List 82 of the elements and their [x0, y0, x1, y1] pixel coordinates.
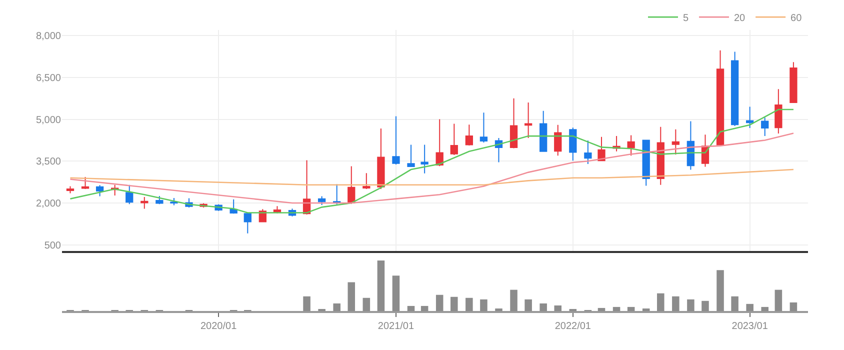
candlestick	[598, 136, 606, 162]
bar	[362, 298, 370, 311]
bar	[524, 299, 532, 311]
candlestick	[746, 106, 754, 128]
bar	[774, 290, 782, 311]
candlestick	[730, 51, 739, 126]
candlestick	[140, 196, 148, 210]
candlestick	[96, 184, 104, 197]
bar	[480, 299, 488, 311]
candlestick	[66, 186, 74, 194]
candlestick	[407, 144, 415, 168]
candlestick	[156, 196, 164, 205]
bar	[598, 308, 606, 311]
candlestick	[436, 118, 444, 167]
candlestick	[230, 198, 238, 214]
bar	[657, 293, 664, 311]
bar	[377, 260, 385, 311]
bar	[510, 290, 518, 311]
bar	[420, 306, 428, 311]
candlestick	[627, 134, 635, 156]
bar	[554, 305, 562, 311]
bar	[746, 304, 754, 311]
candlestick	[348, 166, 356, 204]
candlestick	[524, 102, 532, 138]
bar	[687, 299, 694, 311]
line-series	[70, 108, 794, 214]
bar	[333, 303, 340, 311]
candlestick	[126, 184, 134, 205]
y-tick-label: 500	[44, 240, 62, 252]
bar	[407, 306, 415, 311]
legend-label: 20	[734, 12, 746, 24]
candlestick	[686, 120, 695, 170]
bar	[790, 302, 798, 311]
candlestick	[554, 124, 562, 156]
bar	[612, 306, 620, 311]
candlestick	[450, 123, 458, 156]
candlestick	[244, 212, 252, 234]
candlestick	[642, 140, 650, 186]
candlestick	[392, 116, 400, 165]
y-tick-label: 6,500	[36, 72, 62, 84]
candlestick	[362, 172, 370, 190]
candlestick	[377, 128, 385, 190]
bar	[303, 296, 310, 311]
bar	[642, 308, 650, 311]
candlestick	[420, 144, 428, 174]
bar	[495, 308, 502, 311]
bar	[392, 276, 400, 311]
bar	[540, 303, 547, 311]
bar	[466, 298, 473, 311]
y-tick-label: 5,000	[36, 114, 62, 126]
candlestick	[584, 140, 592, 164]
line-series	[70, 132, 794, 204]
legend-label: 60	[790, 12, 802, 24]
candlestick	[790, 62, 798, 104]
bar	[450, 296, 458, 311]
y-tick-label: 2,000	[36, 198, 62, 210]
bar	[731, 296, 738, 311]
candlestick	[672, 128, 680, 155]
y-tick-label: 3,500	[36, 156, 62, 168]
legend-label: 5	[683, 12, 689, 24]
line-series	[70, 168, 794, 186]
candlestick	[465, 124, 473, 146]
bar	[716, 270, 724, 311]
candlestick	[774, 88, 782, 134]
candlestick	[510, 98, 518, 149]
candlestick	[480, 112, 488, 143]
candlestick	[761, 117, 769, 137]
candlestick	[716, 50, 724, 146]
bar	[348, 282, 356, 311]
bar	[702, 300, 709, 311]
bar	[761, 306, 768, 311]
x-tick-label: 2022/01	[554, 321, 592, 332]
bar	[672, 296, 680, 311]
x-tick-label: 2023/01	[732, 321, 768, 332]
candlestick	[569, 127, 577, 162]
candlestick	[656, 126, 664, 186]
bar	[627, 306, 635, 311]
x-tick-label: 2021/01	[378, 321, 414, 332]
candlestick	[540, 110, 548, 152]
bar	[436, 294, 444, 311]
x-tick-label: 2020/01	[200, 321, 238, 332]
y-tick-label: 8,000	[36, 31, 62, 42]
